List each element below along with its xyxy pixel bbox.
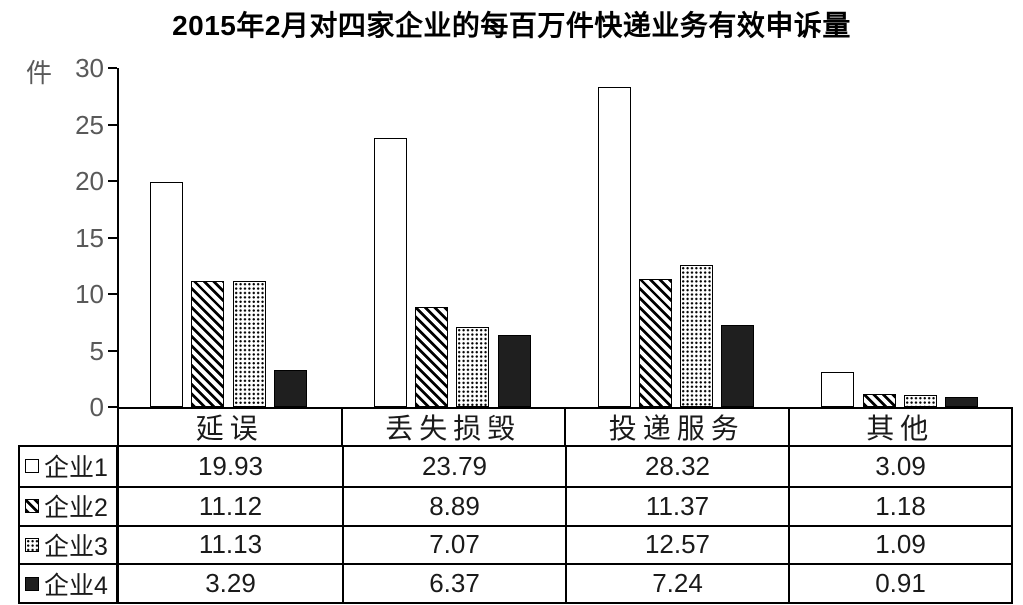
category-header: 丢失损毁: [340, 409, 565, 445]
legend-item: 企业4: [20, 563, 116, 602]
legend-item: 企业2: [20, 485, 116, 525]
y-tick-label: 20: [75, 166, 104, 196]
table-cell: 11.12: [119, 485, 342, 525]
y-axis-unit-label: 件: [26, 58, 53, 88]
legend-swatch-dots: [25, 537, 39, 552]
y-tick-mark: [108, 406, 117, 408]
bar-企业3-延误: [232, 281, 266, 407]
y-tick-label: 10: [75, 279, 104, 309]
legend-item: 企业3: [20, 524, 116, 564]
bar-企业4-延误: [273, 369, 307, 407]
category-header: 投递服务: [564, 409, 788, 445]
legend-swatch-diagonal-hatch: [25, 499, 39, 514]
bar-企业4-丢失损毁: [497, 335, 531, 407]
bar-企业2-延误: [191, 281, 225, 407]
legend-swatch-solid-black: [25, 576, 39, 591]
table-cell: 11.37: [565, 485, 788, 525]
bar-企业4-投递服务: [721, 325, 755, 407]
legend-label: 企业2: [44, 494, 108, 523]
table-cell: 19.93: [197, 450, 264, 481]
bar-企业1-丢失损毁: [373, 138, 407, 407]
table-cell: 0.91: [788, 563, 1011, 602]
table-cell: 8.89: [342, 485, 565, 525]
table-cell: 1.09: [788, 524, 1011, 564]
legend-item: 企业1: [20, 447, 116, 486]
table-cell: 12.57: [565, 524, 788, 564]
bar-企业2-丢失损毁: [415, 306, 449, 407]
bar-企业3-其他: [903, 394, 937, 407]
y-tick-mark: [108, 293, 117, 295]
legend-swatch-white: [25, 459, 39, 474]
table-cell: 6.37: [342, 563, 565, 602]
y-tick-label: 15: [75, 222, 104, 253]
category-header-row: 延误 丢失损毁 投递服务 其他: [117, 407, 1013, 447]
legend-label: 企业4: [44, 571, 108, 600]
y-tick-label: 30: [75, 53, 104, 83]
y-tick-mark: [108, 123, 117, 126]
bar-企业3-投递服务: [680, 264, 714, 407]
chart-title: 2015年2月对四家企业的每百万件快递业务有效申诉量: [172, 10, 851, 41]
bar-企业1-延误: [150, 181, 183, 407]
bar-企业4-其他: [945, 396, 979, 407]
bar-企业2-投递服务: [638, 278, 672, 407]
table-cell: 11.13: [119, 524, 342, 564]
y-tick-label: 5: [89, 335, 104, 366]
table-cell: 7.07: [342, 524, 565, 564]
y-tick-label: 25: [75, 109, 104, 140]
legend-column: 企业1 企业2 企业3 企业4: [18, 445, 118, 604]
table-cell: 1.18: [788, 485, 1011, 525]
category-header: 延误: [195, 413, 264, 444]
table-cell: 7.24: [565, 563, 788, 602]
table-cell: 28.32: [565, 447, 788, 486]
legend-label: 企业1: [44, 454, 108, 483]
table-cell: 3.09: [788, 447, 1011, 486]
y-tick-mark: [108, 236, 117, 239]
category-header: 其他: [787, 409, 1012, 445]
legend-label: 企业3: [44, 532, 108, 561]
y-tick-mark: [108, 180, 117, 182]
bar-企业1-其他: [821, 372, 855, 407]
table-cell: 23.79: [342, 447, 565, 486]
bar-企业2-其他: [862, 393, 896, 407]
y-tick-mark: [108, 349, 117, 352]
data-table: 19.93 23.79 28.32 3.09 11.12 8.89 11.37 …: [117, 447, 1013, 604]
y-tick-mark: [108, 67, 117, 69]
y-tick-label: 0: [89, 392, 104, 422]
table-cell: 3.29: [119, 563, 342, 602]
y-axis-line: [117, 68, 119, 407]
bar-企业3-丢失损毁: [456, 327, 490, 407]
bar-企业1-投递服务: [597, 86, 631, 407]
